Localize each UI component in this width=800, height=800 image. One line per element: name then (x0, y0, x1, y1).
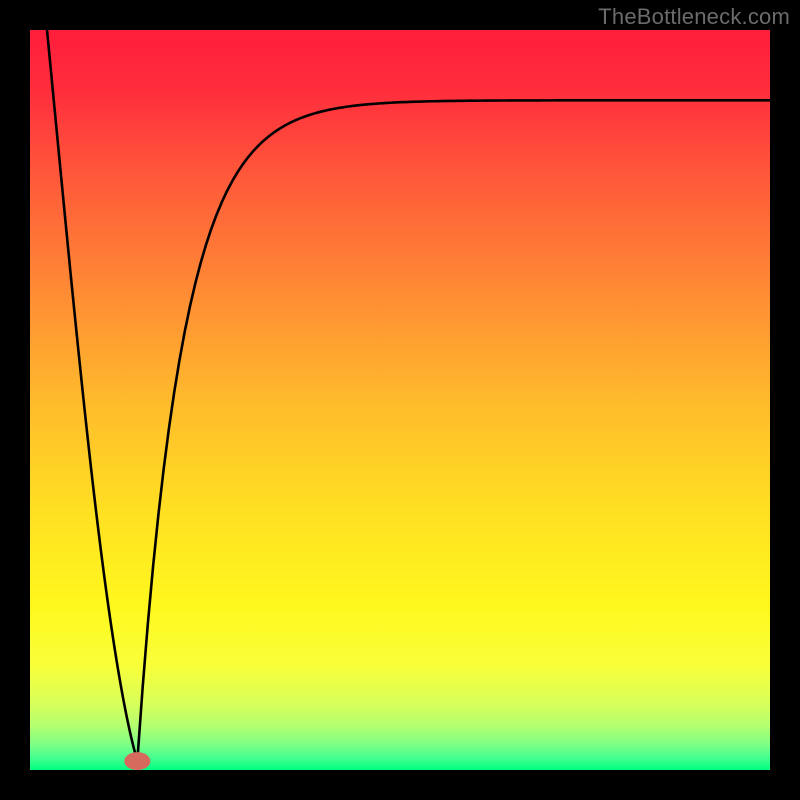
optimal-point-marker (124, 752, 150, 770)
chart-canvas (0, 0, 800, 800)
plot-background (30, 30, 770, 770)
watermark-text: TheBottleneck.com (598, 4, 790, 30)
